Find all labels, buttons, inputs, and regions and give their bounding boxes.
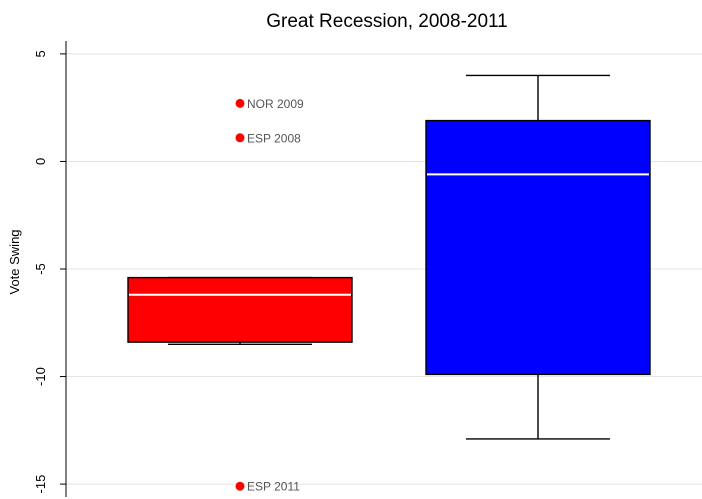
outlier-label: NOR 2009 xyxy=(247,97,304,111)
outlier-point xyxy=(235,98,245,108)
chart-title: Great Recession, 2008-2011 xyxy=(266,11,508,32)
y-tick-label: -15 xyxy=(33,475,48,494)
outlier-point xyxy=(235,133,245,143)
y-tick-label: -10 xyxy=(33,367,48,386)
y-axis-label: Vote Swing xyxy=(7,229,22,294)
y-tick-label: 5 xyxy=(33,50,48,57)
y-tick-label: 0 xyxy=(33,158,48,165)
iqr-box xyxy=(127,276,353,343)
box-layer: NOR 2009 ESP 2008 ESP 2011 xyxy=(127,74,651,494)
box-group: NOR 2009 ESP 2008 ESP 2011 xyxy=(127,97,353,494)
y-tick-label: -5 xyxy=(33,263,48,275)
outlier-label: ESP 2008 xyxy=(247,131,301,145)
outlier-label: ESP 2011 xyxy=(247,480,300,494)
y-axis: 5 0 -5 -10 -15 xyxy=(33,41,67,497)
outlier-point xyxy=(235,481,245,491)
iqr-box xyxy=(425,119,651,376)
box-group xyxy=(425,74,651,440)
